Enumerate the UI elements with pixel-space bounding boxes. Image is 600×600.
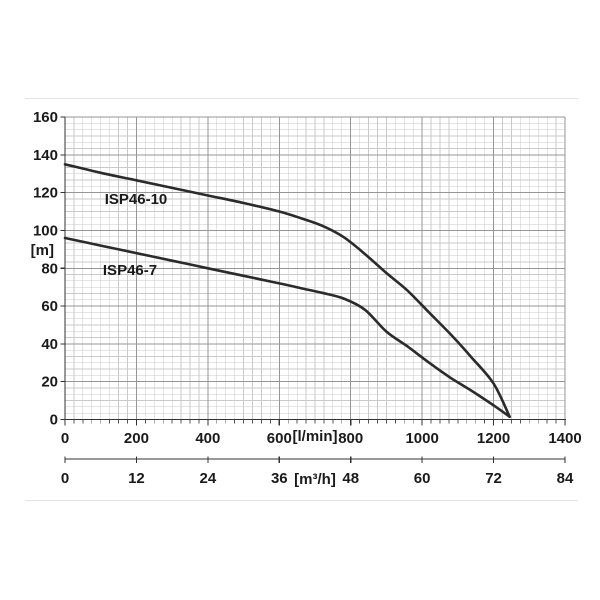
x-primary-tick-label: 400 bbox=[195, 430, 220, 447]
x-primary-tick-label: 200 bbox=[124, 430, 149, 447]
y-tick-label: 40 bbox=[41, 336, 58, 353]
curve-label-isp46-7: ISP46-7 bbox=[103, 262, 157, 279]
grid-major bbox=[65, 116, 566, 420]
x-secondary-unit-label: [m³/h] bbox=[294, 471, 336, 488]
x-primary-tick-label: 1200 bbox=[477, 430, 510, 447]
figure-frame bbox=[25, 98, 578, 501]
y-tick-label: 120 bbox=[33, 185, 58, 202]
y-tick-label: 80 bbox=[41, 260, 58, 277]
curve-isp46-10 bbox=[63, 163, 511, 418]
x-primary-tick-label: 800 bbox=[338, 430, 363, 447]
x-secondary-tick-label: 24 bbox=[200, 470, 217, 487]
x-primary-tick-label: 600 bbox=[267, 430, 292, 447]
curve-label-isp46-10: ISP46-10 bbox=[105, 191, 168, 208]
y-axis-unit-label: [m] bbox=[31, 242, 54, 259]
x-secondary-tick-label: 84 bbox=[557, 470, 574, 487]
x-secondary-tick-label: 72 bbox=[485, 470, 502, 487]
curve-isp46-7 bbox=[63, 236, 511, 418]
x-secondary-tick-label: 12 bbox=[128, 470, 145, 487]
x-secondary-tick-label: 60 bbox=[414, 470, 431, 487]
y-tick-label: 0 bbox=[50, 412, 58, 429]
x-primary-tick-label: 1400 bbox=[548, 430, 581, 447]
curves bbox=[63, 163, 511, 418]
x-primary-tick-label: 1000 bbox=[405, 430, 438, 447]
secondary-x-axis bbox=[64, 456, 566, 463]
y-tick-label: 20 bbox=[41, 374, 58, 391]
y-tick-label: 160 bbox=[33, 109, 58, 126]
x-primary-tick-label: 0 bbox=[61, 430, 69, 447]
axes bbox=[60, 116, 566, 426]
y-tick-label: 100 bbox=[33, 222, 58, 239]
x-secondary-tick-label: 36 bbox=[271, 470, 288, 487]
x-secondary-tick-label: 48 bbox=[342, 470, 359, 487]
y-tick-label: 60 bbox=[41, 298, 58, 315]
x-secondary-tick-label: 0 bbox=[61, 470, 69, 487]
x-primary-unit-label: [l/min] bbox=[293, 428, 338, 445]
y-tick-label: 140 bbox=[33, 147, 58, 164]
